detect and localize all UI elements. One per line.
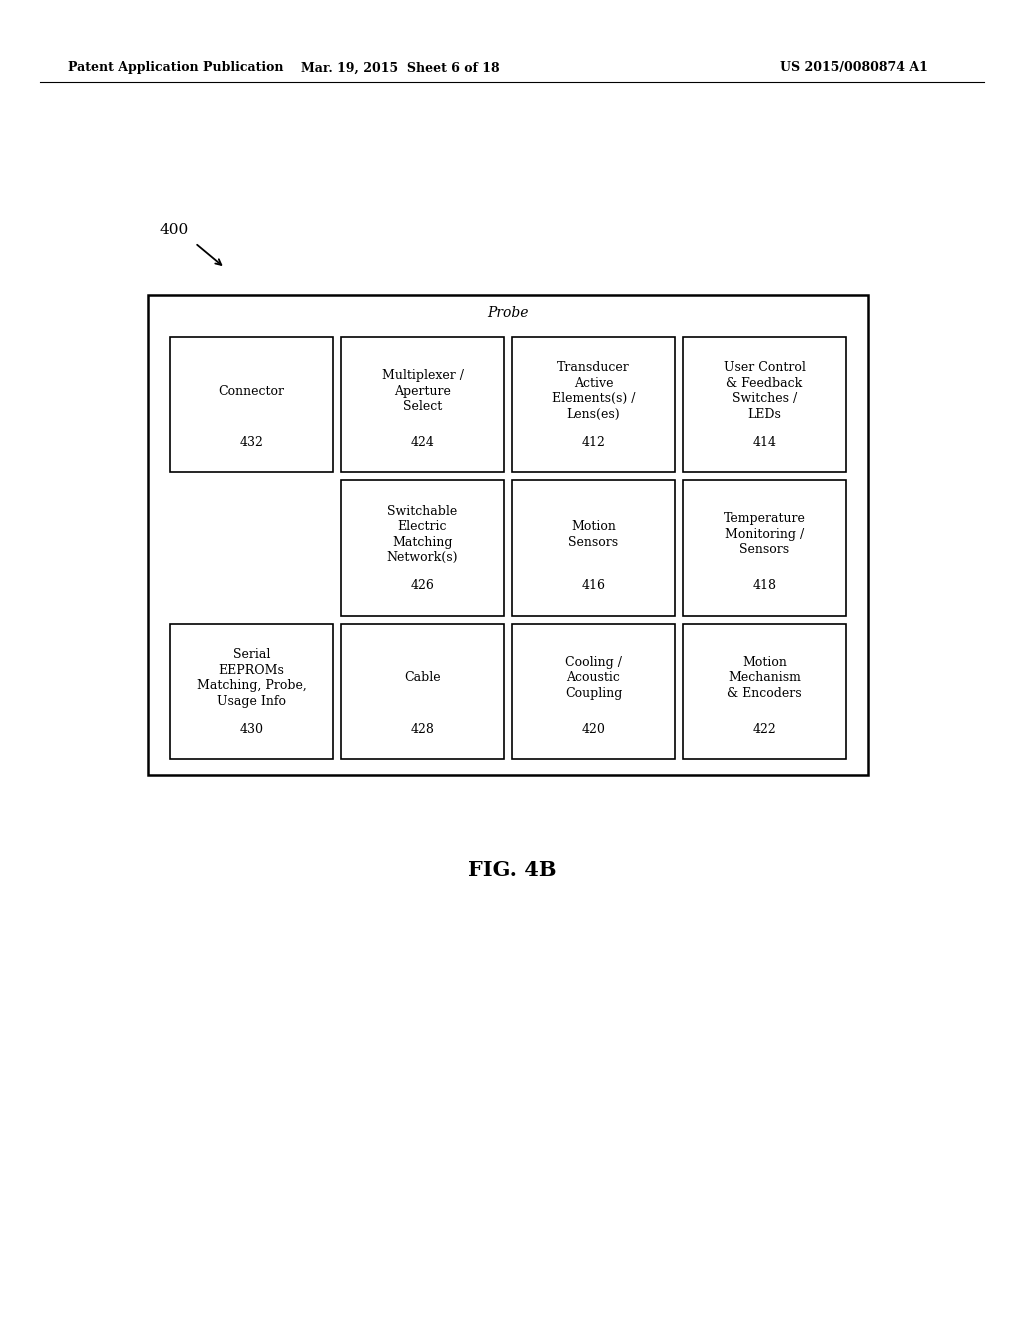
Text: Switchable
Electric
Matching
Network(s): Switchable Electric Matching Network(s) <box>387 504 459 564</box>
Bar <box>683 623 846 759</box>
Text: Temperature
Monitoring /
Sensors: Temperature Monitoring / Sensors <box>724 512 806 557</box>
Text: Motion
Mechanism
& Encoders: Motion Mechanism & Encoders <box>727 656 802 700</box>
Bar <box>512 623 675 759</box>
Bar <box>341 480 504 615</box>
Text: Connector: Connector <box>218 384 285 397</box>
Bar <box>170 337 333 473</box>
Bar <box>170 623 333 759</box>
Text: Cable: Cable <box>404 672 440 684</box>
Text: 428: 428 <box>411 723 434 735</box>
Text: 412: 412 <box>582 436 605 449</box>
Text: FIG. 4B: FIG. 4B <box>468 861 556 880</box>
Text: 418: 418 <box>753 579 776 593</box>
Bar <box>683 337 846 473</box>
Text: 416: 416 <box>582 579 605 593</box>
Text: Motion
Sensors: Motion Sensors <box>568 520 618 549</box>
Text: Probe: Probe <box>487 306 528 319</box>
Bar <box>512 480 675 615</box>
Text: Serial
EEPROMs
Matching, Probe,
Usage Info: Serial EEPROMs Matching, Probe, Usage In… <box>197 648 306 708</box>
Text: 414: 414 <box>753 436 776 449</box>
Text: 430: 430 <box>240 723 263 735</box>
Text: 420: 420 <box>582 723 605 735</box>
Text: 422: 422 <box>753 723 776 735</box>
Text: 424: 424 <box>411 436 434 449</box>
Text: Multiplexer /
Aperture
Select: Multiplexer / Aperture Select <box>382 370 464 413</box>
Text: Cooling /
Acoustic
Coupling: Cooling / Acoustic Coupling <box>565 656 623 700</box>
Bar <box>341 623 504 759</box>
Bar <box>341 337 504 473</box>
Text: US 2015/0080874 A1: US 2015/0080874 A1 <box>780 62 928 74</box>
Bar <box>148 294 868 775</box>
Text: 426: 426 <box>411 579 434 593</box>
Text: Patent Application Publication: Patent Application Publication <box>68 62 284 74</box>
Text: 400: 400 <box>160 223 189 238</box>
Bar <box>512 337 675 473</box>
Text: Transducer
Active
Elements(s) /
Lens(es): Transducer Active Elements(s) / Lens(es) <box>552 362 635 421</box>
Text: User Control
& Feedback
Switches /
LEDs: User Control & Feedback Switches / LEDs <box>724 362 806 421</box>
Bar <box>683 480 846 615</box>
Text: Mar. 19, 2015  Sheet 6 of 18: Mar. 19, 2015 Sheet 6 of 18 <box>301 62 500 74</box>
Text: 432: 432 <box>240 436 263 449</box>
